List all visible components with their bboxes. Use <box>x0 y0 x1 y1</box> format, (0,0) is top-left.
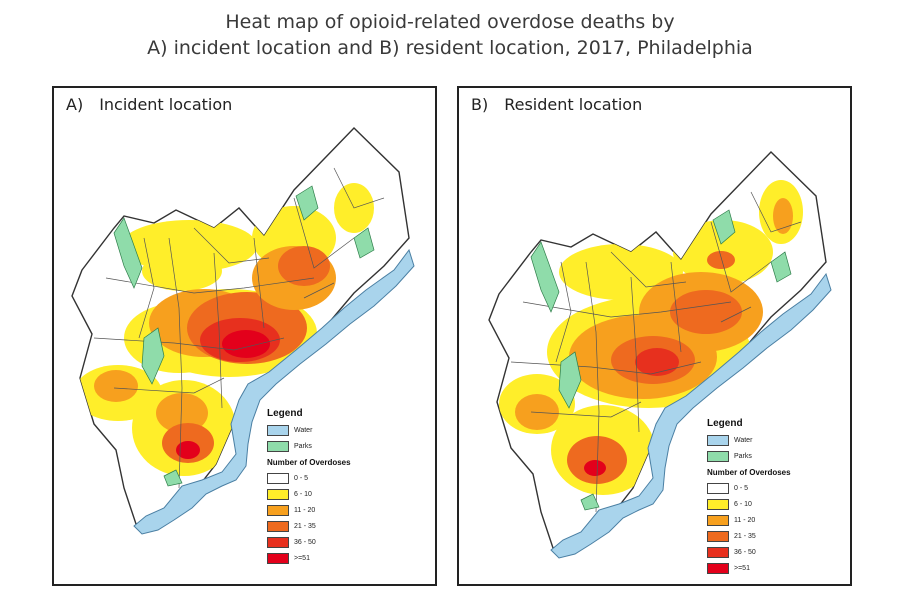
river-water-a <box>133 248 415 535</box>
legend-a-class-row: 11 - 20 <box>267 503 351 517</box>
legend-a-water-label: Water <box>294 426 313 434</box>
legend-a-class-row: 0 - 5 <box>267 471 351 485</box>
class-swatch <box>267 552 289 564</box>
legend-a: Legend Water Parks Number of Overdoses 0… <box>267 408 351 567</box>
panel-b-letter: B) <box>471 95 489 114</box>
river-water-b <box>550 272 832 559</box>
incident-location-map <box>71 127 415 535</box>
legend-a-class-row: 21 - 35 <box>267 519 351 533</box>
legend-b-class-label: 0 - 5 <box>734 484 749 492</box>
panel-b-label: Resident location <box>504 95 643 114</box>
class-swatch <box>707 530 729 542</box>
legend-a-class-row: 6 - 10 <box>267 487 351 501</box>
class-swatch <box>707 562 729 574</box>
legend-b-class-label: 21 - 35 <box>734 532 756 540</box>
class-swatch <box>267 504 289 516</box>
panel-a-letter: A) <box>66 95 84 114</box>
class-swatch <box>707 546 729 558</box>
legend-a-class-row: >=51 <box>267 551 351 565</box>
class-swatch <box>267 472 289 484</box>
class-swatch <box>267 520 289 532</box>
district-boundaries-b <box>510 191 802 513</box>
legend-b: Legend Water Parks Number of Overdoses 0… <box>707 418 791 577</box>
legend-b-water-row: Water <box>707 433 791 447</box>
panel-a-label: Incident location <box>99 95 233 114</box>
legend-a-class-label: 36 - 50 <box>294 538 316 546</box>
legend-a-subtitle: Number of Overdoses <box>267 458 351 467</box>
class-swatch <box>707 482 729 494</box>
legend-b-class-row: 36 - 50 <box>707 545 791 559</box>
resident-location-map <box>488 151 832 559</box>
legend-a-class-label: 0 - 5 <box>294 474 309 482</box>
parks-swatch <box>267 440 289 452</box>
panel-b-heading: B) Resident location <box>471 95 642 114</box>
legend-a-class-row: 36 - 50 <box>267 535 351 549</box>
legend-a-class-label: 11 - 20 <box>294 506 316 514</box>
district-boundaries-a <box>93 167 385 489</box>
legend-b-class-label: >=51 <box>734 564 750 572</box>
legend-a-class-label: >=51 <box>294 554 310 562</box>
class-swatch <box>267 488 289 500</box>
legend-b-class-label: 36 - 50 <box>734 548 756 556</box>
class-swatch <box>707 498 729 510</box>
legend-b-subtitle: Number of Overdoses <box>707 468 791 477</box>
legend-a-parks-label: Parks <box>294 442 312 450</box>
legend-a-class-label: 6 - 10 <box>294 490 312 498</box>
legend-a-title: Legend <box>267 408 303 419</box>
legend-a-parks-row: Parks <box>267 439 351 453</box>
legend-b-water-label: Water <box>734 436 753 444</box>
park-areas-a <box>113 185 375 487</box>
panel-a-heading: A) Incident location <box>66 95 232 114</box>
legend-b-class-row: 6 - 10 <box>707 497 791 511</box>
parks-swatch <box>707 450 729 462</box>
water-swatch <box>707 434 729 446</box>
figure-title-line-1: Heat map of opioid-related overdose deat… <box>225 11 675 33</box>
legend-a-class-label: 21 - 35 <box>294 522 316 530</box>
heat-zones-a <box>74 183 374 476</box>
legend-b-class-label: 11 - 20 <box>734 516 756 524</box>
class-swatch <box>707 514 729 526</box>
park-areas-b <box>530 209 792 511</box>
legend-b-title: Legend <box>707 418 743 429</box>
figure-title-line-2: A) incident location and B) resident loc… <box>147 37 753 59</box>
water-swatch <box>267 424 289 436</box>
panel-resident-location: B) Resident location <box>457 86 852 586</box>
legend-b-parks-label: Parks <box>734 452 752 460</box>
legend-b-class-label: 6 - 10 <box>734 500 752 508</box>
panel-incident-location: A) Incident location <box>52 86 437 586</box>
legend-b-class-row: >=51 <box>707 561 791 575</box>
legend-b-class-row: 11 - 20 <box>707 513 791 527</box>
legend-b-class-row: 0 - 5 <box>707 481 791 495</box>
legend-b-class-row: 21 - 35 <box>707 529 791 543</box>
legend-b-parks-row: Parks <box>707 449 791 463</box>
class-swatch <box>267 536 289 548</box>
legend-a-water-row: Water <box>267 423 351 437</box>
